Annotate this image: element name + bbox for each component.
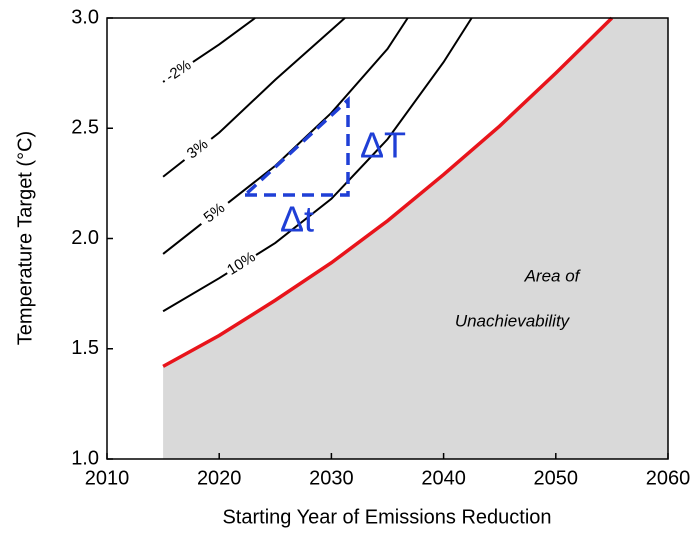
x-axis-title: Starting Year of Emissions Reduction [222, 506, 551, 528]
y-tick-label: 2.0 [71, 227, 99, 249]
x-tick-label: 2040 [421, 467, 466, 489]
area-note: Unachievability [455, 311, 571, 330]
contour-label-bg [159, 54, 198, 89]
contour-label-group: 3% [178, 131, 217, 167]
contour-label-bg [222, 247, 261, 281]
delta-triangle [240, 96, 350, 197]
x-tick-label: 2060 [646, 467, 691, 489]
delta-t-label: Δt [280, 199, 314, 240]
y-tick-label: 3.0 [71, 6, 99, 28]
shaded-region [163, 18, 668, 459]
limit-line [162, 16, 614, 368]
contour-label-group: 10% [222, 247, 261, 281]
x-tick-label: 2010 [85, 467, 130, 489]
contour-line [162, 17, 473, 313]
x-tick-label: 2030 [309, 467, 354, 489]
area-note: Area of [524, 266, 582, 285]
y-tick-label: 2.5 [71, 117, 99, 139]
plot-area: -2% 3% 5% 10% [159, 16, 668, 459]
contour-label-bg [195, 195, 234, 231]
y-tick-label: 1.0 [71, 447, 99, 469]
delta-T-label: ΔT [360, 125, 406, 166]
contour-label-group: -2% [159, 54, 198, 89]
contour-label-group: 5% [195, 195, 234, 231]
y-axis-title: Temperature Target (°C) [14, 131, 36, 345]
contour-label-bg [178, 131, 217, 167]
x-tick-label: 2020 [197, 467, 242, 489]
y-tick-label: 1.5 [71, 337, 99, 359]
x-tick-label: 2050 [534, 467, 579, 489]
